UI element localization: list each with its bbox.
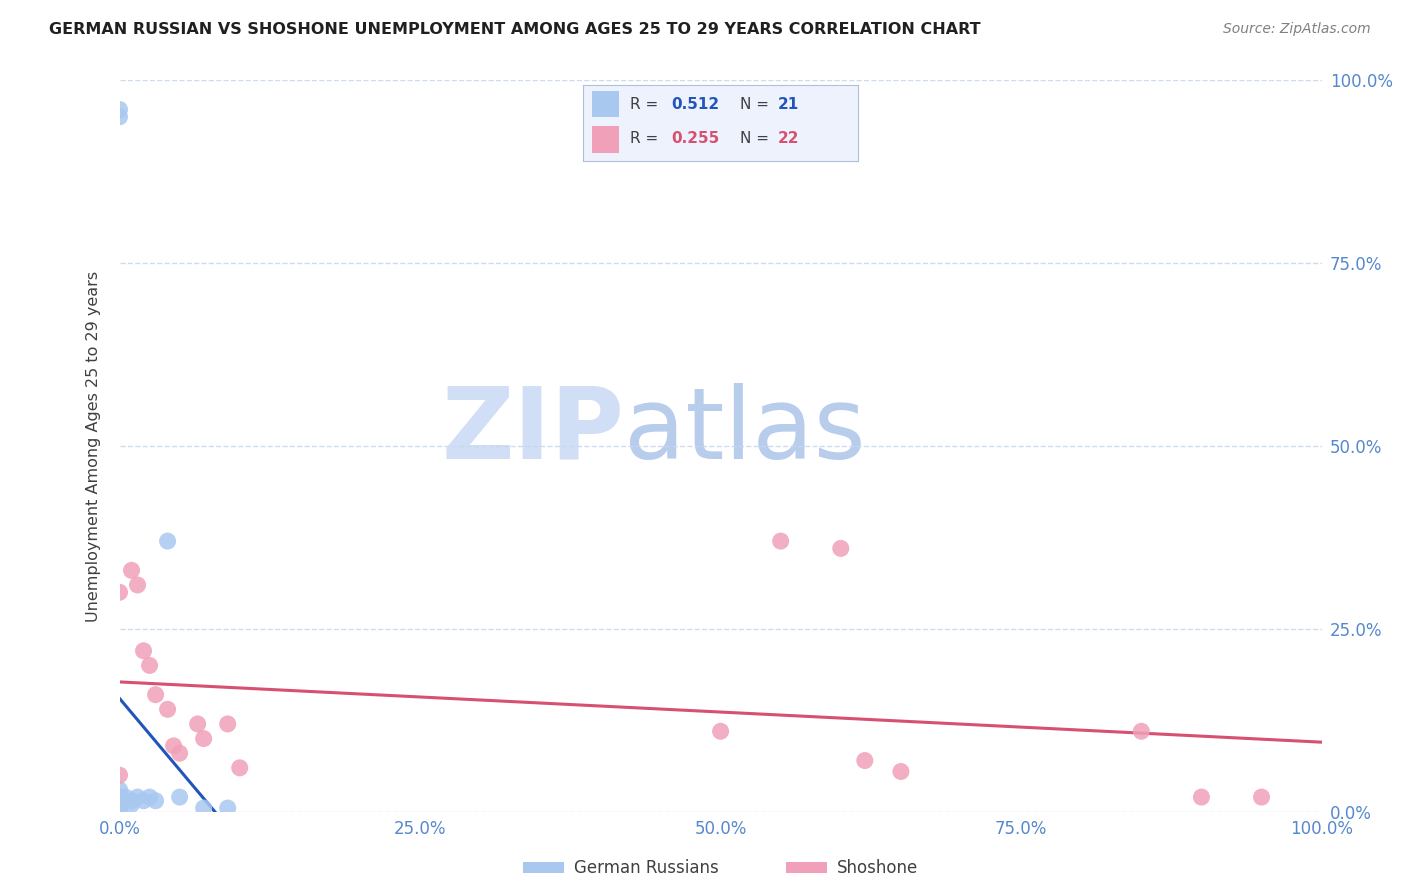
Point: [114, 790, 136, 805]
Point: [108, 801, 131, 815]
Point: [127, 578, 149, 592]
Point: [108, 110, 131, 124]
Point: [1189, 790, 1212, 805]
Point: [108, 790, 131, 805]
Legend: German Russians, Shoshone: German Russians, Shoshone: [516, 853, 925, 884]
Point: [108, 794, 131, 808]
Text: atlas: atlas: [624, 383, 866, 480]
Y-axis label: Unemployment Among Ages 25 to 29 years: Unemployment Among Ages 25 to 29 years: [86, 270, 101, 622]
Point: [769, 534, 792, 549]
Point: [121, 794, 143, 808]
Text: Source: ZipAtlas.com: Source: ZipAtlas.com: [1223, 22, 1371, 37]
Point: [169, 746, 191, 760]
Point: [853, 754, 876, 768]
Point: [193, 801, 215, 815]
Point: [830, 541, 852, 556]
Text: R =: R =: [630, 96, 664, 112]
Text: N =: N =: [740, 131, 773, 146]
Point: [890, 764, 912, 779]
Text: GERMAN RUSSIAN VS SHOSHONE UNEMPLOYMENT AMONG AGES 25 TO 29 YEARS CORRELATION CH: GERMAN RUSSIAN VS SHOSHONE UNEMPLOYMENT …: [49, 22, 981, 37]
Point: [108, 797, 131, 812]
Point: [709, 724, 731, 739]
Point: [217, 717, 239, 731]
Point: [108, 782, 131, 797]
Point: [228, 761, 252, 775]
Text: ZIP: ZIP: [441, 383, 624, 480]
Point: [138, 790, 160, 805]
Point: [108, 801, 131, 815]
Point: [187, 717, 209, 731]
Point: [145, 794, 167, 808]
Bar: [592, 127, 619, 153]
Point: [1130, 724, 1153, 739]
Point: [193, 731, 215, 746]
Point: [108, 585, 131, 599]
Point: [108, 103, 131, 117]
Point: [121, 563, 143, 577]
Bar: [592, 91, 619, 118]
Point: [132, 794, 155, 808]
Text: 21: 21: [778, 96, 800, 112]
Text: N =: N =: [740, 96, 773, 112]
Point: [108, 790, 131, 805]
Point: [108, 768, 131, 782]
Text: R =: R =: [630, 131, 664, 146]
Point: [217, 801, 239, 815]
Point: [145, 688, 167, 702]
Point: [138, 658, 160, 673]
Point: [127, 790, 149, 805]
Point: [162, 739, 184, 753]
Point: [1250, 790, 1272, 805]
Text: 0.512: 0.512: [671, 96, 720, 112]
Point: [121, 797, 143, 812]
Point: [156, 702, 179, 716]
Point: [156, 534, 179, 549]
Text: 0.255: 0.255: [671, 131, 720, 146]
Point: [108, 797, 131, 812]
Point: [169, 790, 191, 805]
Text: 22: 22: [778, 131, 800, 146]
Point: [132, 644, 155, 658]
